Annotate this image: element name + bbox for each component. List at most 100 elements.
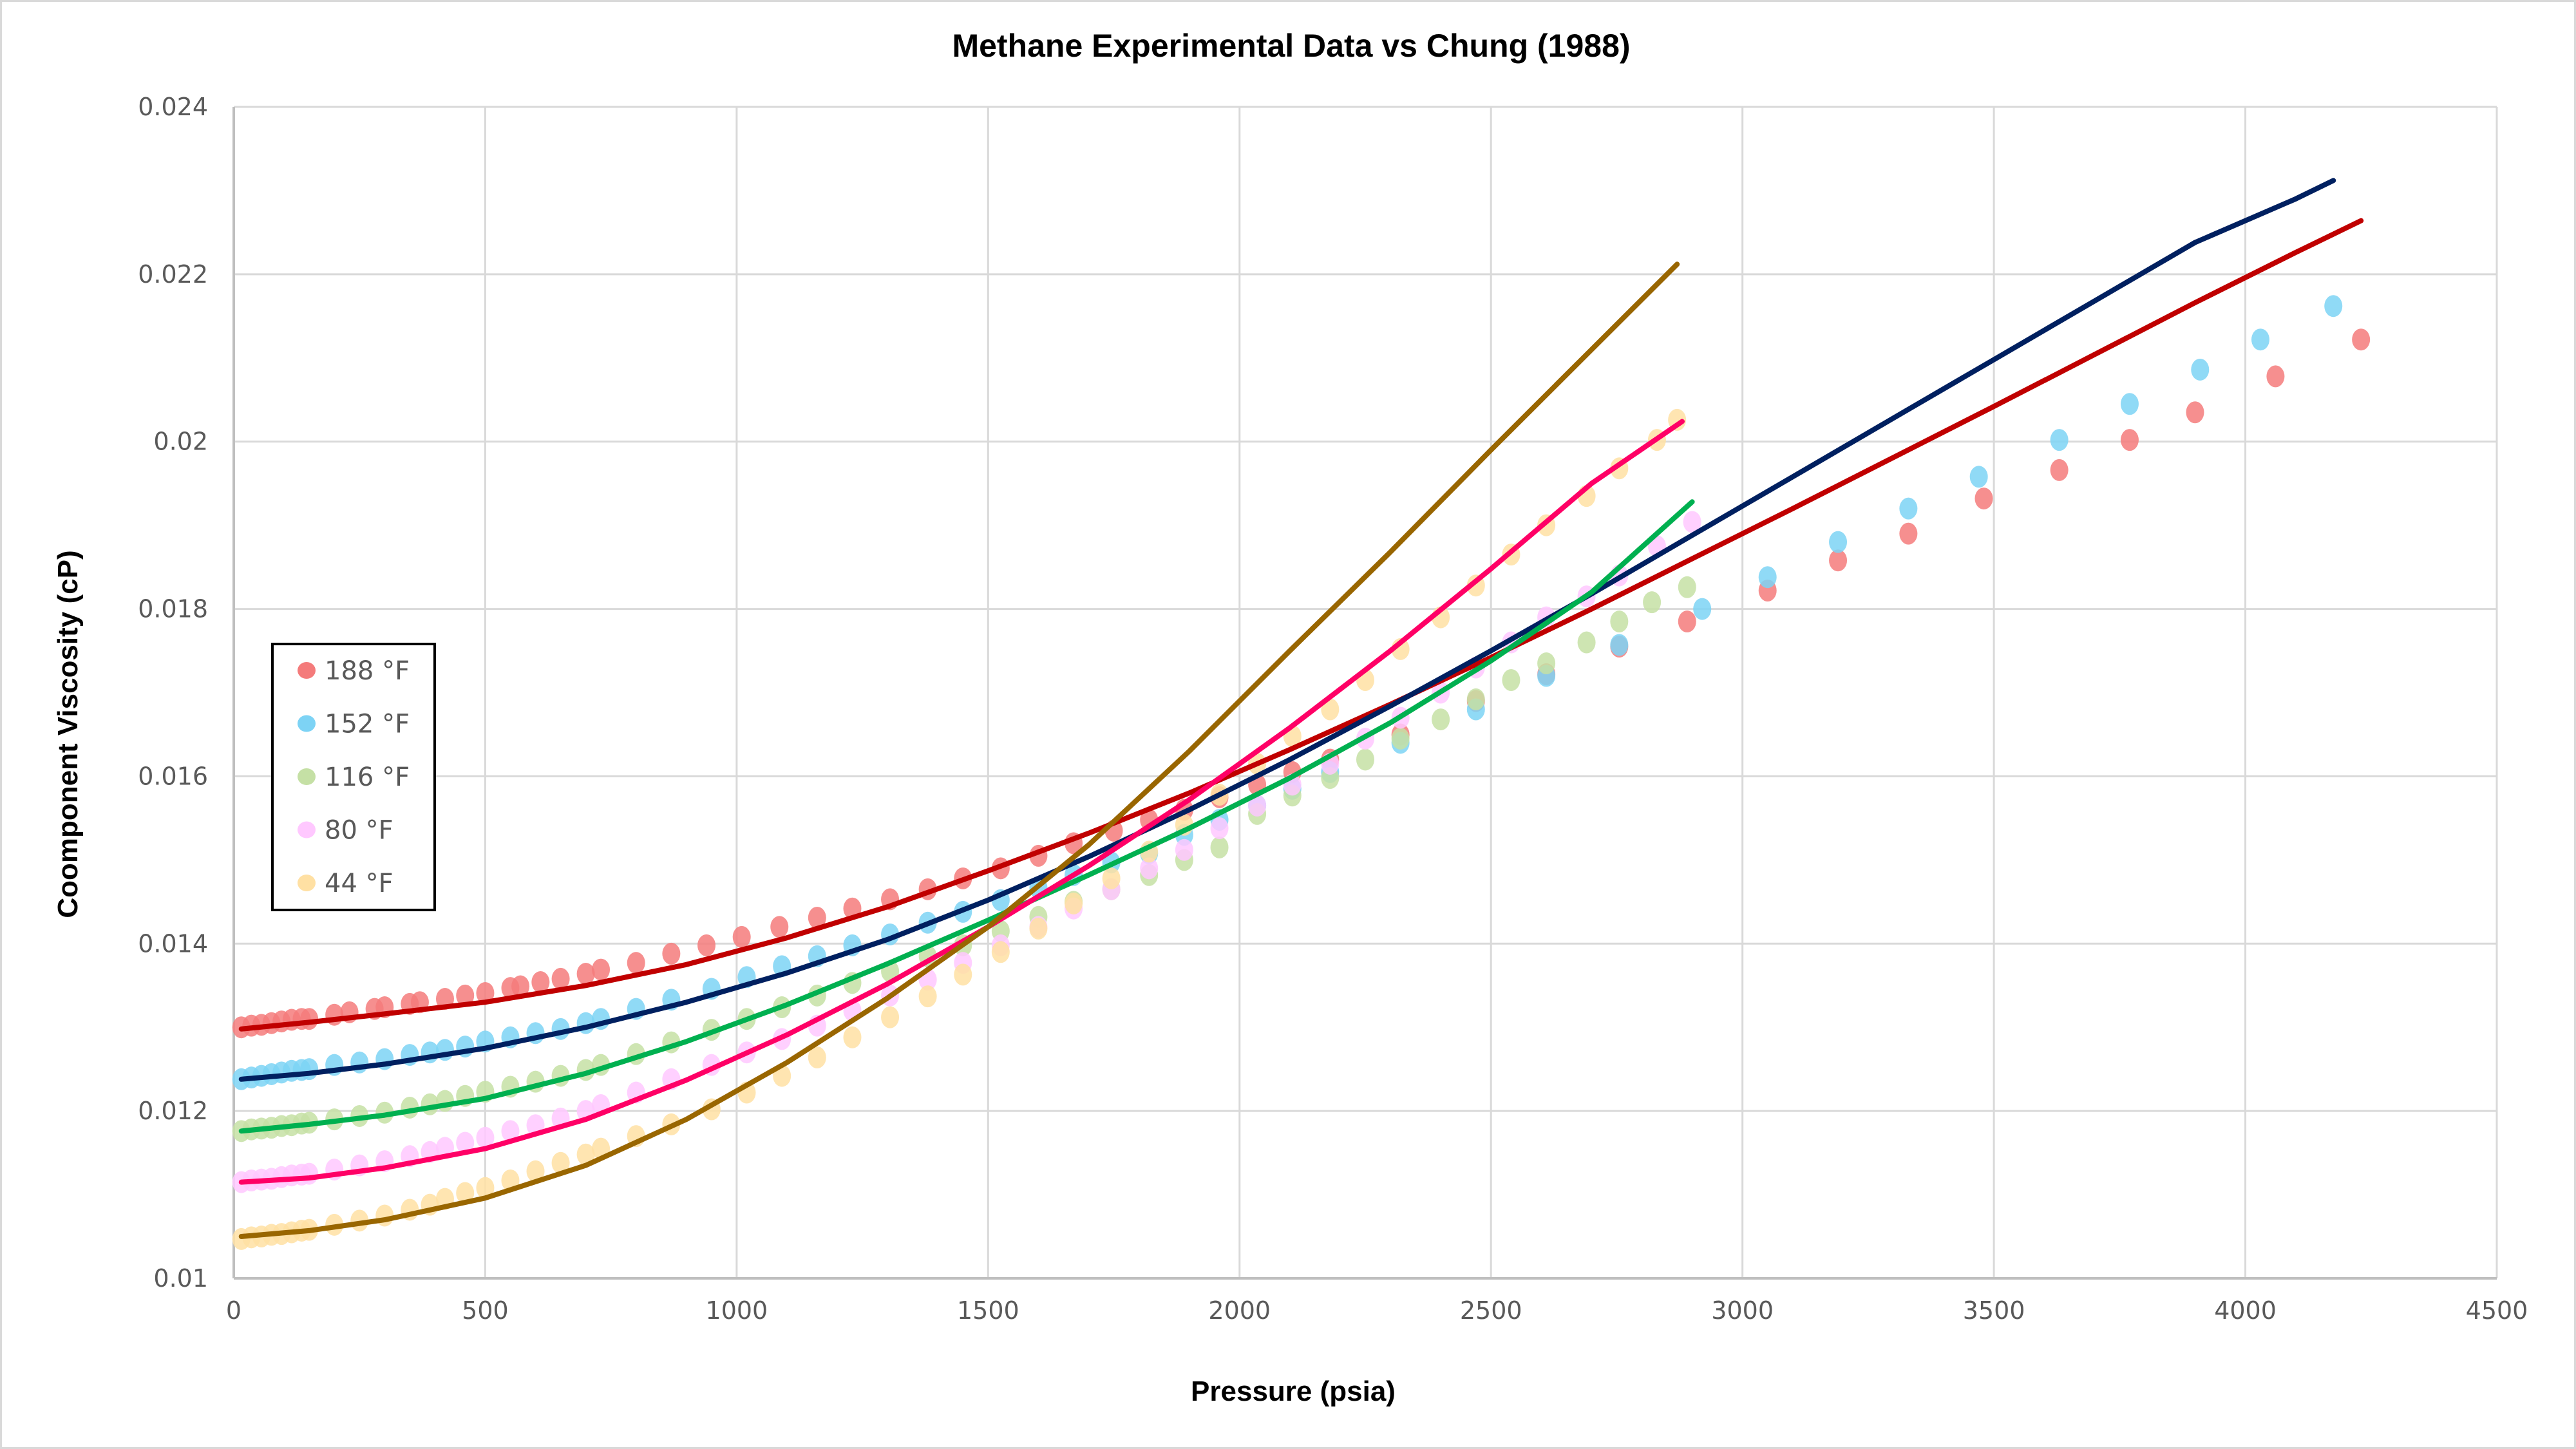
data-point (808, 907, 826, 929)
data-point (1829, 549, 1848, 572)
x-tick-label: 4000 (2214, 1296, 2277, 1325)
data-point (300, 1058, 319, 1081)
data-point (1610, 611, 1629, 633)
data-point (592, 958, 611, 981)
data-point (843, 1026, 862, 1048)
data-point (1975, 488, 1993, 510)
data-point (526, 1160, 545, 1182)
data-point (1466, 688, 1485, 710)
data-point (662, 942, 681, 965)
x-axis-label: Pressure (psia) (1191, 1376, 1396, 1407)
data-point (2251, 328, 2269, 351)
y-tick-label: 0.022 (138, 260, 208, 289)
data-point (1678, 576, 1696, 598)
data-point (918, 985, 937, 1008)
x-tick-label: 1000 (706, 1296, 768, 1325)
y-tick-label: 0.01 (153, 1264, 208, 1293)
legend-marker (298, 821, 316, 838)
x-tick-label: 2500 (1460, 1296, 1522, 1325)
series-points-44F (232, 408, 1687, 1250)
x-tick-label: 500 (462, 1296, 509, 1325)
data-point (501, 1120, 520, 1142)
data-point (1577, 631, 1596, 654)
data-point (576, 963, 595, 985)
data-point (2120, 393, 2139, 415)
data-point (1102, 867, 1121, 889)
x-tick-label: 3000 (1711, 1296, 1774, 1325)
series-points-152F (232, 295, 2343, 1090)
legend-marker (298, 875, 316, 891)
series-points-188F (232, 328, 2371, 1039)
legend-marker (298, 715, 316, 732)
data-point (2050, 459, 2069, 481)
y-tick-label: 0.012 (138, 1097, 208, 1125)
data-point (1391, 727, 1410, 750)
y-axis-ticks: 0.01 0.012 0.014 0.016 0.018 0.02 0.022 0.024 (138, 93, 208, 1293)
y-tick-label: 0.016 (138, 762, 208, 790)
data-point (1210, 836, 1229, 858)
x-tick-label: 4500 (2466, 1296, 2528, 1325)
model-line-188F (238, 218, 2364, 1032)
data-point (1643, 591, 1662, 614)
data-point (576, 1143, 595, 1166)
data-point (1175, 838, 1193, 861)
data-point (1321, 698, 1340, 721)
data-point (770, 916, 789, 938)
x-tick-label: 2000 (1208, 1296, 1271, 1325)
model-line-44F (238, 261, 1680, 1239)
data-point (697, 934, 716, 956)
legend-marker (298, 768, 316, 785)
data-point (531, 971, 550, 994)
legend-label: 152 °F (325, 710, 410, 739)
data-point (476, 1177, 495, 1199)
x-tick-label: 0 (226, 1296, 242, 1325)
data-point (1683, 511, 1701, 533)
data-point (1356, 748, 1374, 771)
data-point (1537, 652, 1556, 675)
data-point (1758, 566, 1777, 589)
data-point (1029, 917, 1048, 940)
model-lines (238, 178, 2364, 1239)
data-point (300, 1008, 319, 1030)
data-point (2324, 295, 2343, 317)
legend-label: 188 °F (325, 656, 410, 686)
series-points-80F (232, 511, 1701, 1193)
data-point (1829, 531, 1848, 553)
data-point (954, 963, 972, 986)
legend-label: 116 °F (325, 762, 410, 792)
y-tick-label: 0.018 (138, 595, 208, 623)
data-point (2186, 401, 2204, 424)
data-point (991, 941, 1010, 963)
data-point (1502, 669, 1520, 692)
data-point (1140, 857, 1159, 880)
y-tick-label: 0.014 (138, 929, 208, 958)
model-line-116F (238, 499, 1695, 1134)
data-point (1678, 611, 1696, 633)
y-tick-label: 0.02 (153, 428, 208, 456)
data-point (456, 984, 475, 1007)
data-point (881, 1006, 900, 1028)
data-point (456, 1132, 475, 1154)
data-point (732, 925, 751, 948)
data-point (2050, 429, 2069, 451)
y-axis-label: Coomponent Viscosity (cP) (52, 550, 84, 918)
data-point (511, 975, 530, 998)
data-point (2352, 328, 2371, 351)
data-point (627, 952, 645, 974)
legend-marker (298, 662, 316, 679)
model-line-80F (238, 419, 1685, 1185)
data-point (476, 1126, 495, 1149)
data-point (1899, 522, 1918, 545)
data-point (2266, 365, 2285, 388)
data-point (551, 967, 570, 990)
data-point (2191, 358, 2210, 381)
legend-label: 44 °F (325, 869, 393, 898)
chart-title: Methane Experimental Data vs Chung (1988… (952, 28, 1630, 64)
x-axis-ticks: 0 500 1000 1500 2000 2500 3000 3500 4000 4500 (226, 1296, 2528, 1325)
y-tick-label: 0.024 (138, 93, 208, 121)
model-line-152F (238, 178, 2336, 1082)
x-tick-label: 1500 (957, 1296, 1019, 1325)
gridlines (232, 106, 2498, 1280)
data-point (808, 1046, 826, 1068)
